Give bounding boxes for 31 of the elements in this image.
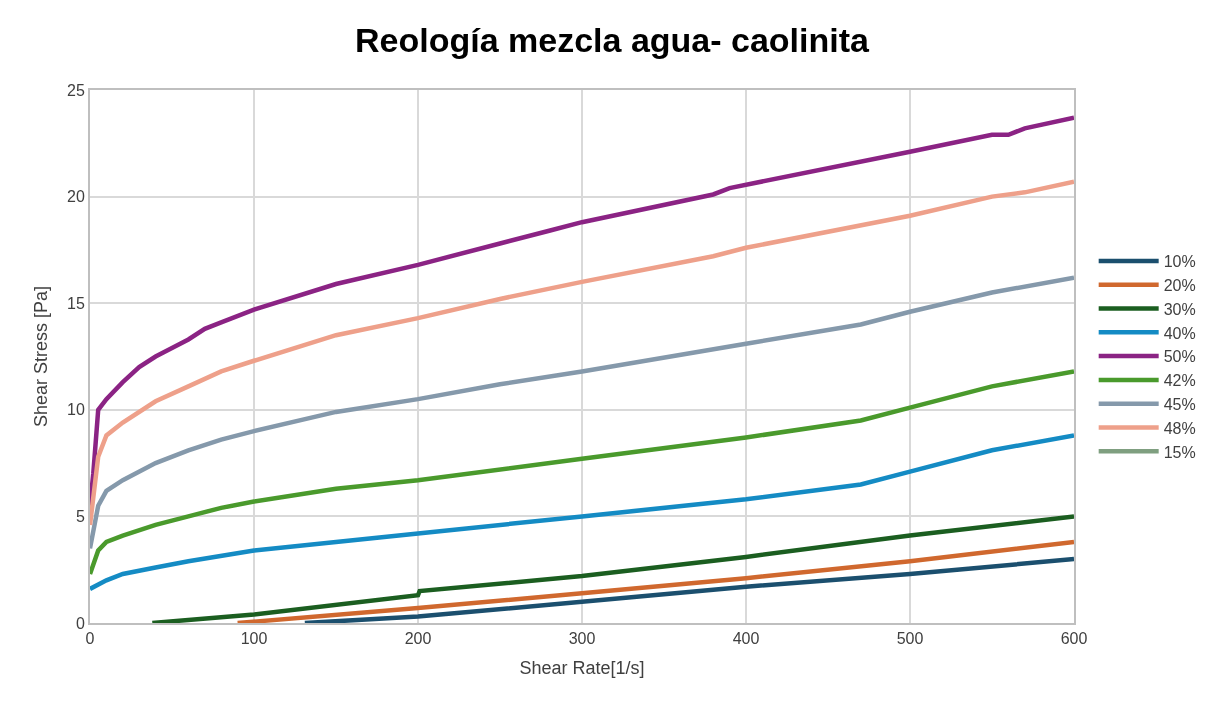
x-tick-label: 200 bbox=[404, 630, 432, 648]
legend-label: 15% bbox=[1163, 443, 1196, 461]
x-tick-label: 600 bbox=[1060, 630, 1088, 648]
x-axis-title: Shear Rate[1/s] bbox=[519, 657, 645, 678]
legend-label: 45% bbox=[1163, 395, 1196, 413]
y-tick-label: 20 bbox=[67, 188, 85, 206]
line-series bbox=[90, 433, 1074, 592]
line-series bbox=[302, 556, 1074, 623]
y-tick-label: 25 bbox=[67, 81, 85, 99]
legend-label: 42% bbox=[1163, 372, 1196, 390]
line-series bbox=[90, 369, 1074, 577]
legend-label: 20% bbox=[1163, 276, 1196, 294]
y-tick-label: 5 bbox=[75, 508, 85, 525]
legend-label: 30% bbox=[1163, 300, 1196, 318]
legend-label: 48% bbox=[1163, 419, 1196, 437]
y-tick-label: 10 bbox=[67, 401, 85, 419]
chart-title: Reología mezcla agua- caolinita bbox=[355, 21, 871, 60]
legend-label: 40% bbox=[1163, 324, 1196, 342]
legend-label: 50% bbox=[1163, 348, 1196, 366]
line-series bbox=[90, 275, 1074, 551]
y-axis-title: Shear Stress [Pa] bbox=[30, 285, 51, 428]
line-series bbox=[150, 514, 1074, 623]
x-tick-label: 500 bbox=[896, 630, 924, 648]
line-series bbox=[235, 539, 1074, 623]
y-tick-label: 0 bbox=[75, 614, 85, 632]
y-tick-label: 15 bbox=[67, 294, 85, 312]
line-series bbox=[90, 179, 1074, 528]
x-tick-label: 400 bbox=[732, 630, 760, 648]
x-tick-label: 100 bbox=[240, 630, 268, 648]
x-tick-label: 300 bbox=[568, 630, 596, 648]
legend-label: 10% bbox=[1163, 253, 1196, 271]
